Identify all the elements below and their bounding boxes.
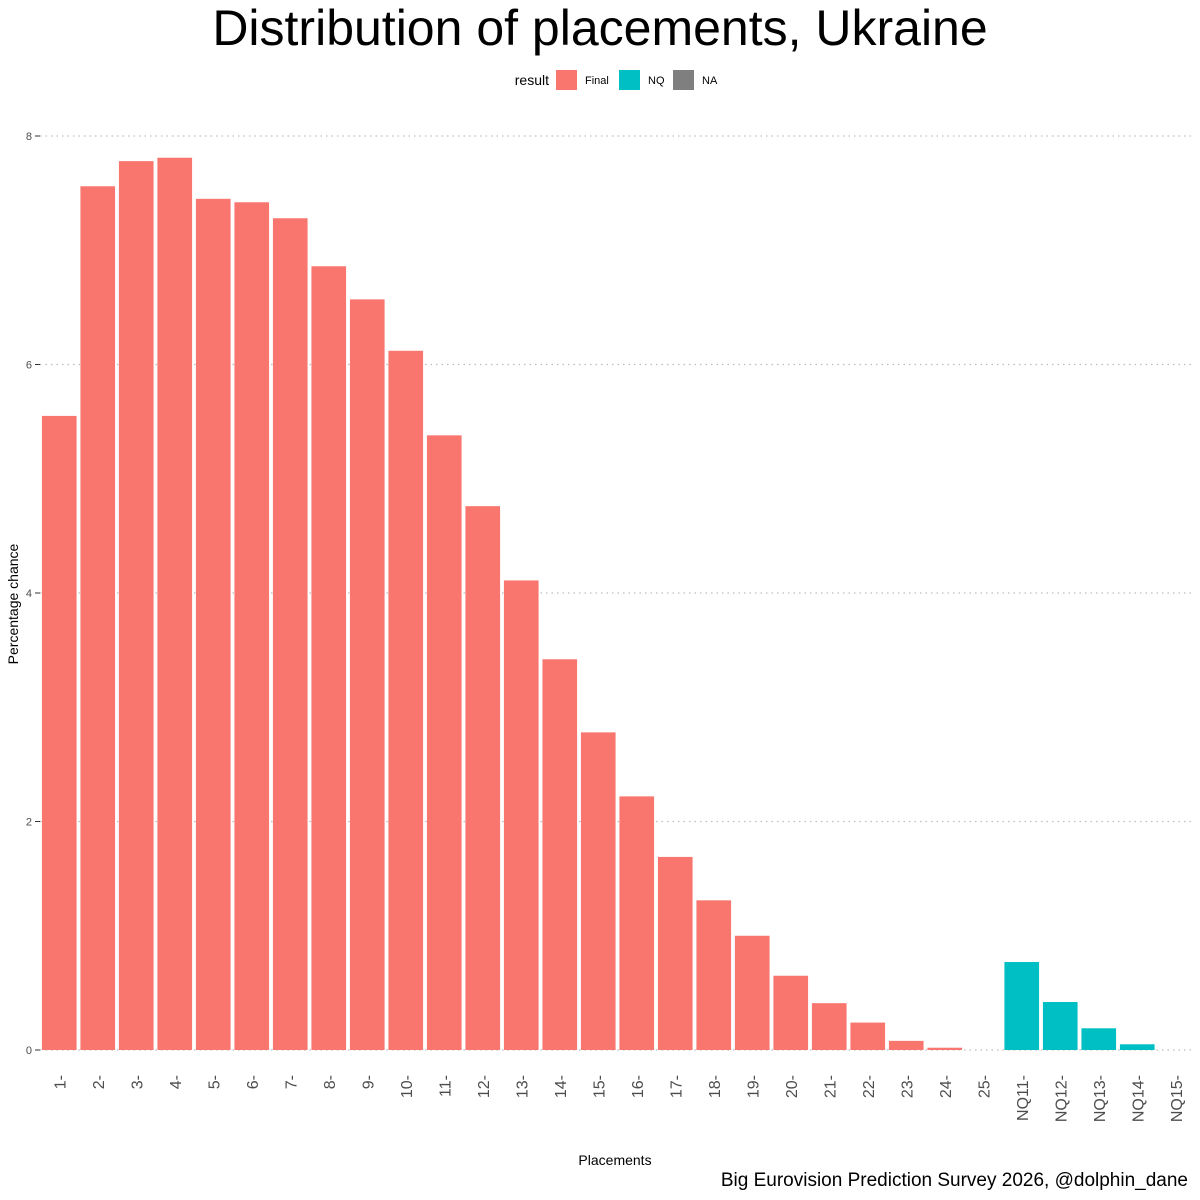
- x-tick-label: 25-: [976, 1075, 993, 1098]
- legend-label: NQ: [648, 75, 665, 87]
- bar: [311, 266, 347, 1050]
- bar: [503, 580, 539, 1050]
- x-tick-label: 22-: [861, 1075, 878, 1098]
- bars: [41, 157, 1155, 1051]
- bar: [542, 659, 578, 1050]
- x-axis-label: Placements: [578, 1152, 651, 1168]
- x-tick-label: 14-: [553, 1075, 570, 1098]
- x-tick-label: 11-: [437, 1075, 454, 1097]
- x-tick-label: 16-: [630, 1075, 647, 1098]
- x-tick-label: 3-: [129, 1075, 146, 1089]
- bar: [234, 202, 270, 1050]
- legend-title: result: [515, 72, 549, 88]
- y-axis: 0 2 4 6 8: [26, 131, 40, 1057]
- x-tick-label: 20-: [784, 1075, 801, 1098]
- x-tick-label: NQ15-: [1169, 1075, 1186, 1122]
- legend-label: Final: [585, 75, 609, 87]
- bar: [696, 900, 732, 1050]
- x-tick-label: 18-: [707, 1075, 724, 1098]
- bar: [349, 299, 385, 1050]
- bar: [195, 198, 231, 1050]
- bar: [619, 796, 655, 1050]
- bar: [580, 732, 616, 1050]
- bar: [157, 157, 193, 1050]
- x-tick-label: 24-: [938, 1075, 955, 1098]
- bar: [426, 435, 462, 1051]
- x-tick-label: 10-: [399, 1075, 416, 1098]
- x-tick-label: 21-: [822, 1075, 839, 1098]
- y-tick-label: 8: [26, 131, 32, 143]
- bar: [811, 1003, 847, 1050]
- legend: result Final NQ NA: [515, 70, 718, 90]
- x-tick-label: 9-: [360, 1075, 377, 1089]
- x-tick-label: 23-: [899, 1075, 916, 1098]
- bar: [80, 186, 116, 1050]
- bar: [888, 1040, 924, 1050]
- x-axis: 1- 2- 3- 4- 5- 6- 7- 8- 9- 10- 11- 12- 13- 14- 15- 16- 1…: [52, 1075, 1186, 1122]
- chart-title: Distribution of placements, Ukraine: [212, 0, 988, 56]
- bar: [388, 350, 424, 1050]
- bar: [1081, 1028, 1117, 1050]
- bar: [927, 1047, 963, 1050]
- x-tick-label: 17-: [668, 1075, 685, 1098]
- x-tick-label: 15-: [591, 1075, 608, 1098]
- bar: [1119, 1044, 1155, 1050]
- bar: [41, 415, 77, 1051]
- bar: [657, 856, 693, 1050]
- bar: [118, 161, 154, 1050]
- bar: [1004, 962, 1040, 1050]
- x-tick-label: 12-: [476, 1075, 493, 1098]
- bar: [1042, 1002, 1078, 1050]
- x-tick-label: NQ12-: [1053, 1075, 1070, 1122]
- y-axis-label: Percentage chance: [5, 543, 21, 664]
- x-tick-label: 5-: [206, 1075, 223, 1089]
- caption: Big Eurovision Prediction Survey 2026, @…: [720, 1170, 1188, 1191]
- x-tick-label: NQ11-: [1015, 1075, 1032, 1121]
- bar: [850, 1022, 886, 1050]
- bar: [272, 218, 308, 1050]
- x-tick-label: 13-: [514, 1075, 531, 1098]
- y-tick-label: 4: [26, 588, 32, 600]
- x-tick-label: NQ13-: [1092, 1075, 1109, 1122]
- x-tick-label: 6-: [245, 1075, 262, 1089]
- x-tick-label: 19-: [745, 1075, 762, 1098]
- grid-lines: [40, 135, 1195, 1051]
- y-tick-label: 2: [26, 817, 32, 829]
- x-tick-label: 4-: [168, 1075, 185, 1089]
- x-tick-label: NQ14-: [1130, 1075, 1147, 1122]
- x-tick-label: 8-: [322, 1075, 339, 1089]
- legend-swatch: [556, 70, 577, 90]
- legend-swatch: [673, 70, 694, 90]
- bar: [773, 975, 809, 1050]
- legend-label: NA: [702, 75, 718, 87]
- y-tick-label: 6: [26, 360, 32, 372]
- y-tick-label: 0: [26, 1045, 32, 1057]
- bar: [465, 506, 501, 1050]
- legend-swatch: [619, 70, 640, 90]
- x-tick-label: 2-: [91, 1075, 108, 1089]
- x-tick-label: 7-: [283, 1075, 300, 1089]
- x-tick-label: 1-: [52, 1075, 69, 1089]
- bar: [734, 935, 770, 1050]
